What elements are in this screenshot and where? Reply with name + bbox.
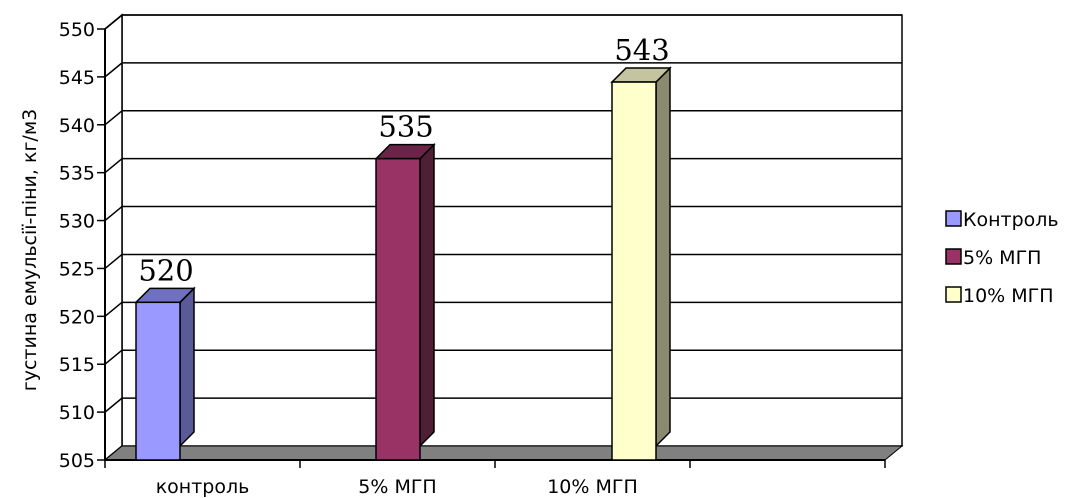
side-wall xyxy=(104,13,123,462)
bar xyxy=(135,301,181,461)
data-label: 520 xyxy=(138,253,193,287)
gridline-side xyxy=(104,301,123,317)
data-label: 535 xyxy=(378,110,433,144)
bar-side xyxy=(179,286,195,448)
x-tick-label: 10% МГП xyxy=(547,476,638,498)
y-tick-label: 530 xyxy=(59,211,95,233)
y-axis-ticks: 505 510 515 520 525 530 535 540 545 550 xyxy=(59,19,105,472)
gridline-side xyxy=(104,158,123,174)
back-wall-frame xyxy=(121,14,903,447)
data-label: 543 xyxy=(614,33,669,67)
legend-label: 10% МГП xyxy=(963,285,1054,307)
gridline-side xyxy=(104,110,123,126)
x-tick-label: 5% МГП xyxy=(358,476,436,498)
legend-swatch xyxy=(945,248,962,265)
y-tick-label: 525 xyxy=(59,258,95,280)
bar-side xyxy=(419,142,435,448)
legend-label: Контроль xyxy=(963,209,1059,231)
plot-floor xyxy=(103,445,904,461)
y-tick-label: 550 xyxy=(59,19,95,41)
legend-swatch xyxy=(945,210,962,227)
gridline-side xyxy=(104,14,123,30)
gridline-side xyxy=(104,253,123,270)
y-tick-label: 510 xyxy=(59,402,95,424)
y-tick-label: 535 xyxy=(59,163,95,185)
gridlines xyxy=(104,14,902,413)
y-axis-title: густина емульсії-піни, кг/м3 xyxy=(19,109,41,392)
plot-back-wall xyxy=(104,13,903,462)
bar-side xyxy=(655,66,671,448)
gridline-side xyxy=(104,62,123,78)
floor-plane xyxy=(103,445,904,461)
y-tick-label: 520 xyxy=(59,306,95,328)
y-tick-label: 540 xyxy=(59,115,95,137)
data-labels: 520 535 543 xyxy=(138,33,669,287)
legend-swatch xyxy=(945,286,962,303)
bars xyxy=(134,66,672,461)
bar xyxy=(611,81,657,461)
gridline-side xyxy=(104,349,123,365)
y-tick-label: 545 xyxy=(59,67,95,89)
x-tick-label: контроль xyxy=(156,476,250,498)
gridline-side xyxy=(104,397,123,413)
legend: Контроль 5% МГП 10% МГП xyxy=(945,209,1059,307)
bar xyxy=(375,157,421,461)
legend-label: 5% МГП xyxy=(963,247,1041,269)
gridline-side xyxy=(104,205,123,222)
y-tick-label: 515 xyxy=(59,354,95,376)
x-axis-ticks: контроль 5% МГП 10% МГП xyxy=(104,460,886,498)
y-tick-label: 505 xyxy=(59,450,95,472)
